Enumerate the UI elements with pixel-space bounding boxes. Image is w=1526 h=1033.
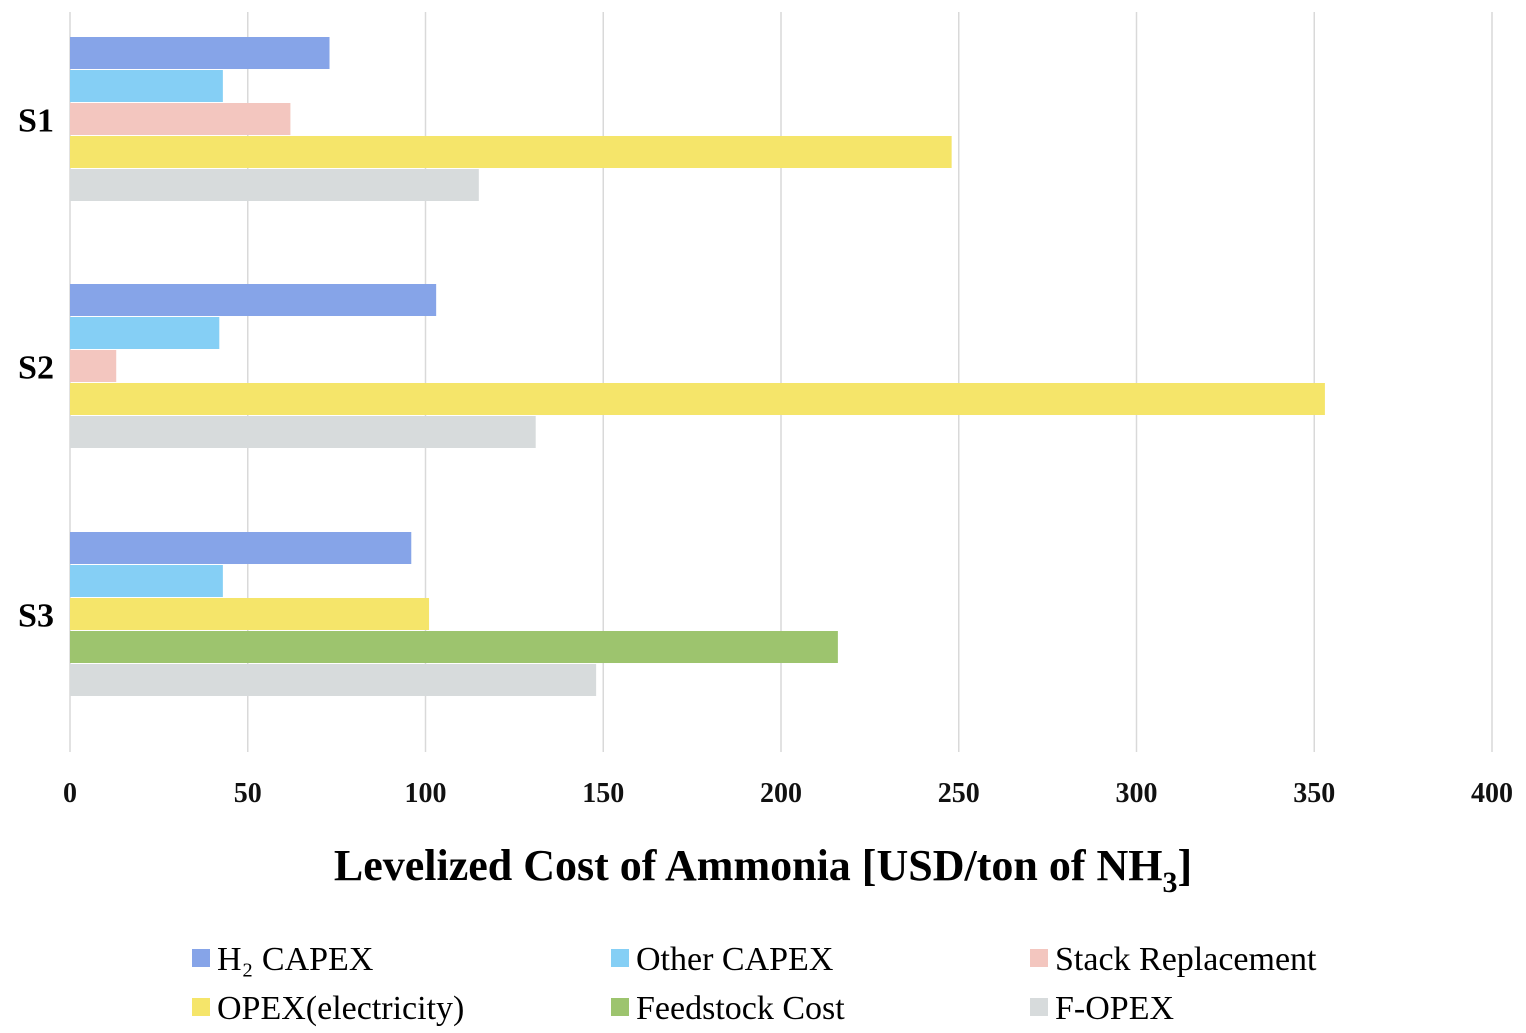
x-tick-label: 400 <box>1471 778 1513 809</box>
bar-group-S2 <box>70 284 1325 448</box>
bars <box>70 37 1325 696</box>
bar-S1-other-capex <box>70 70 223 102</box>
category-labels: S1 S2 S3 <box>18 103 54 635</box>
category-label-S2: S2 <box>18 350 54 387</box>
legend-swatch <box>192 949 210 967</box>
legend: H₂ CAPEX Other CAPEX Stack Replacement OPEX… <box>192 941 1317 1027</box>
x-tick-label: 150 <box>582 778 624 809</box>
bar-S3-h-capex <box>70 532 412 564</box>
bar-S1-stack-replacement <box>70 103 291 135</box>
legend-item-other-capex: Other CAPEX <box>611 941 833 978</box>
x-tick-label: 100 <box>405 778 447 809</box>
x-tick-labels: 0 50 100 150 200 250 300 350 400 <box>63 778 1513 809</box>
legend-label: Stack Replacement <box>1055 941 1317 978</box>
bar-S3-opex-electricity- <box>70 598 430 630</box>
legend-label: Other CAPEX <box>636 941 833 978</box>
legend-item-opex-electricity-: OPEX(electricity) <box>192 990 464 1027</box>
legend-label: H₂ CAPEX <box>217 941 373 978</box>
legend-swatch <box>1030 998 1048 1016</box>
legend-item-h-capex: H₂ CAPEX <box>192 941 373 978</box>
bar-S1-f-opex <box>70 169 479 201</box>
legend-label: F-OPEX <box>1055 990 1174 1027</box>
x-tick-label: 300 <box>1116 778 1158 809</box>
bar-S1-h-capex <box>70 37 330 69</box>
category-label-S3: S3 <box>18 598 54 635</box>
bar-S3-f-opex <box>70 664 597 696</box>
x-tick-label: 200 <box>760 778 802 809</box>
x-axis-title-subscript: 3 <box>1162 866 1177 899</box>
x-axis-title-main: Levelized Cost of Ammonia [USD/ton of NH <box>334 841 1163 890</box>
bar-S1-opex-electricity- <box>70 136 952 168</box>
bar-group-S1 <box>70 37 952 201</box>
x-tick-label: 350 <box>1293 778 1335 809</box>
bar-S3-feedstock-cost <box>70 631 838 663</box>
x-tick-label: 50 <box>234 778 262 809</box>
legend-label: Feedstock Cost <box>636 990 845 1027</box>
legend-swatch <box>192 998 210 1016</box>
legend-swatch <box>1030 949 1048 967</box>
x-axis-title: Levelized Cost of Ammonia [USD/ton of NH… <box>334 841 1192 899</box>
x-tick-label: 250 <box>938 778 980 809</box>
bar-S2-f-opex <box>70 416 536 448</box>
legend-item-stack-replacement: Stack Replacement <box>1030 941 1317 978</box>
legend-item-feedstock-cost: Feedstock Cost <box>611 990 845 1027</box>
bar-S2-h-capex <box>70 284 437 316</box>
bar-S3-other-capex <box>70 565 223 597</box>
bar-S2-other-capex <box>70 317 220 349</box>
x-tick-label: 0 <box>63 778 77 809</box>
legend-label: OPEX(electricity) <box>217 990 464 1027</box>
bar-group-S3 <box>70 532 838 696</box>
legend-item-f-opex: F-OPEX <box>1030 990 1174 1027</box>
bar-S2-stack-replacement <box>70 350 117 382</box>
gridlines <box>69 12 1493 752</box>
bar-S2-opex-electricity- <box>70 383 1325 415</box>
legend-swatch <box>611 949 629 967</box>
category-label-S1: S1 <box>18 103 54 140</box>
legend-swatch <box>611 998 629 1016</box>
x-axis-title-end: ] <box>1177 841 1192 890</box>
